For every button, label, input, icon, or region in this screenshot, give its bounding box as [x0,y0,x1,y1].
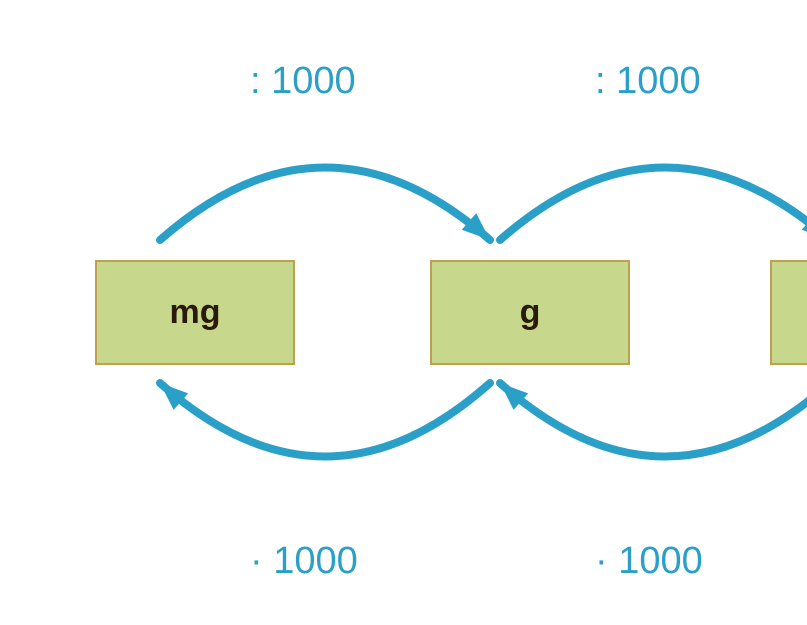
diagram-canvas: mg g : 1000 : 1000 · 1000 · 1000 [0,0,807,625]
arrow-bottom-2-icon [0,0,807,625]
